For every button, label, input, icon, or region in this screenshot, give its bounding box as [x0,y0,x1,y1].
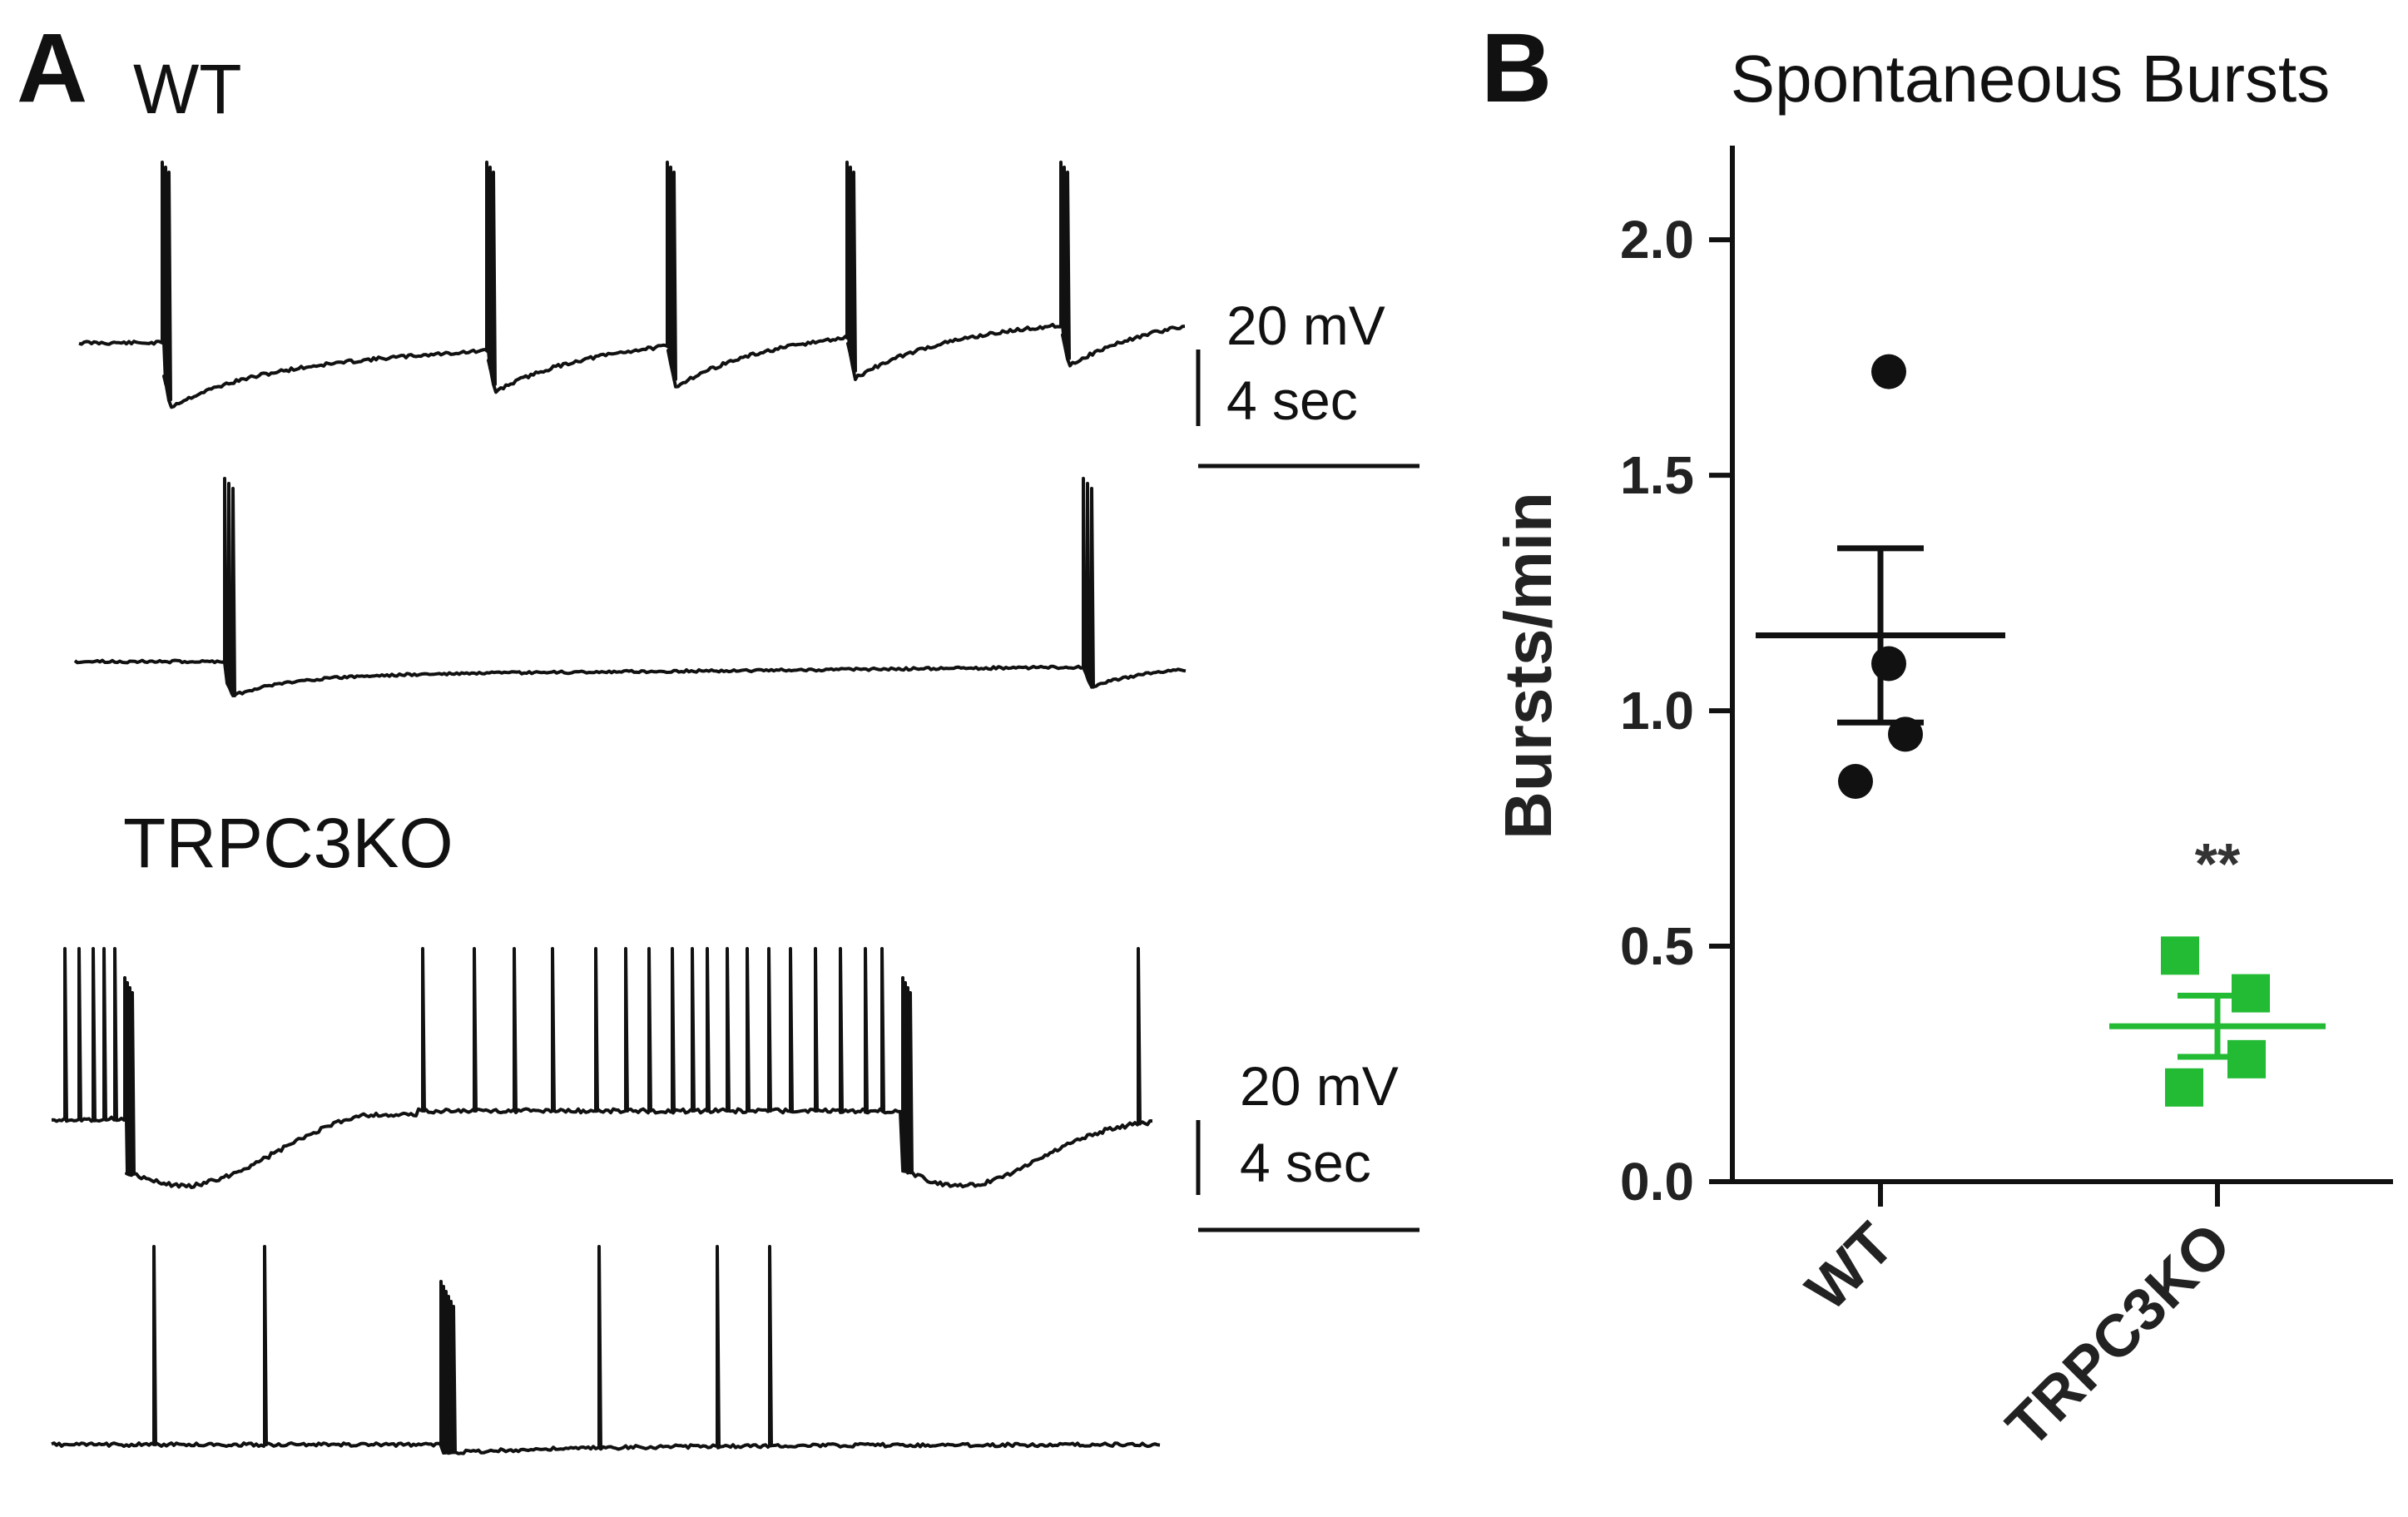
y-tick-label: 1.0 [1620,681,1694,741]
scale-bar-bottom-voltage: 20 mV [1240,1055,1399,1117]
wt-trace-1 [78,161,1186,409]
y-tick-label: 0.0 [1620,1152,1694,1212]
panel-b-letter: B [1481,13,1552,123]
x-tick-label: WT [1794,1211,1907,1324]
panel-a: A WT TRPC3KO 20 mV 4 sec 20 mV 4 sec [17,13,1420,1455]
x-ticks: WT TRPC3KO [1794,1182,2243,1460]
data-point [1838,763,1873,799]
scale-bar-top-time: 4 sec [1226,369,1358,431]
data-point [1871,646,1906,682]
panel-a-letter: A [17,13,87,123]
panel-b: B Spontaneous Bursts 0.0 0.5 1.0 1.5 2.0 WT T… [1481,13,2393,1460]
scale-bar-top: 20 mV 4 sec [1196,295,1420,468]
trpc3ko-trace-1 [51,947,1153,1189]
x-tick-label: TRPC3KO [1994,1211,2243,1460]
y-tick-label: 2.0 [1620,210,1694,270]
chart-marks: ** [1756,354,2326,1107]
scale-bar-top-voltage: 20 mV [1226,295,1385,356]
data-point [1888,716,1923,752]
y-tick-label: 1.5 [1620,445,1694,505]
y-ticks: 0.0 0.5 1.0 1.5 2.0 [1620,210,1732,1212]
y-tick-label: 0.5 [1620,916,1694,976]
data-point [2161,936,2199,975]
significance-marker: ** [2195,831,2241,896]
trpc3ko-trace-2 [51,1245,1161,1455]
wt-label: WT [133,50,242,128]
data-point [1871,354,1906,389]
wt-trace-2 [73,477,1187,697]
trpc3ko-label: TRPC3KO [123,804,453,882]
scale-bar-bottom-time: 4 sec [1240,1132,1371,1193]
data-point [2165,1068,2203,1107]
scale-bar-bottom: 20 mV 4 sec [1196,1055,1420,1232]
chart-title: Spontaneous Bursts [1731,42,2330,116]
y-axis-label: Bursts/min [1491,492,1565,840]
